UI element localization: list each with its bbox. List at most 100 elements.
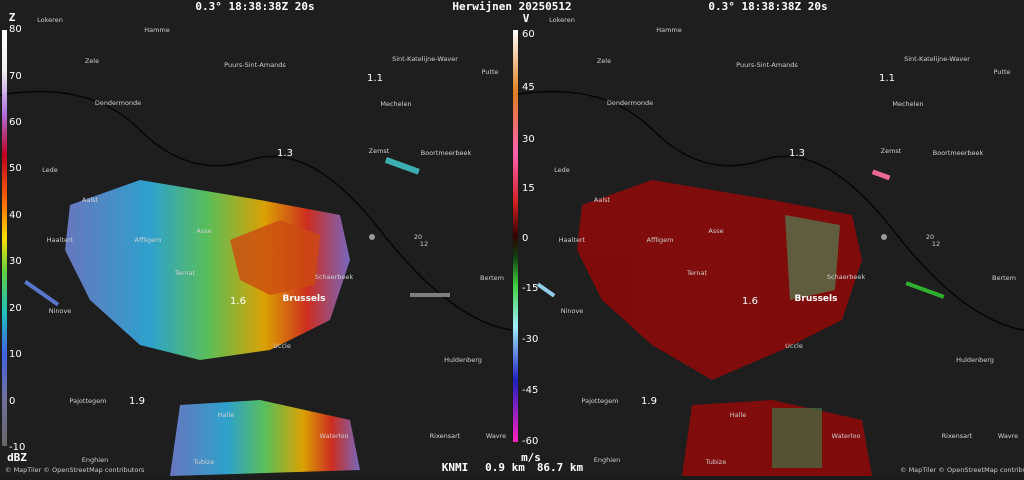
place-label: Affligem [647, 236, 674, 244]
height: 0.9 km [485, 461, 525, 474]
attribution: © MapTiler © OpenStreetMap contributors [5, 466, 145, 474]
header-left: 0.3° 18:38:38Z 20s [195, 0, 314, 13]
place-label: Asse [196, 227, 211, 235]
place-label: Enghien [82, 456, 108, 464]
v-tick-label: 15 [522, 183, 535, 194]
place-label: Dendermonde [607, 99, 653, 107]
place-label: Lede [42, 166, 58, 174]
z-tick-label: 0 [9, 396, 15, 407]
place-label: Zemst [369, 147, 390, 155]
v-tick-label: -15 [522, 283, 538, 294]
radar-site [881, 234, 887, 240]
place-label: Lokeren [37, 16, 63, 24]
contour-label: 1.6 [742, 296, 758, 307]
place-label: Enghien [594, 456, 620, 464]
contour-label: 1.9 [129, 396, 145, 407]
borders [0, 90, 1024, 331]
v-colorbar [513, 30, 518, 442]
place-label: Ninove [49, 307, 72, 315]
wind-speed: 20 [926, 233, 934, 241]
place-label: Schaerbeek [315, 273, 354, 281]
contour-label: 1.3 [277, 148, 293, 159]
place-label: Brussels [795, 294, 838, 304]
z-tick-label: 60 [9, 117, 22, 128]
place-label: Hamme [144, 26, 170, 34]
contour-label: 1.3 [789, 148, 805, 159]
place-label: Haaltert [47, 236, 74, 244]
place-label: Ternat [686, 269, 708, 277]
z-tick-label: -10 [9, 442, 25, 453]
header-center: Herwijnen 20250512 [452, 0, 571, 13]
contour-label: 1.9 [641, 396, 657, 407]
z-tick-label: 50 [9, 163, 22, 174]
place-label: Mechelen [892, 100, 923, 108]
velocity-echo [536, 169, 945, 476]
place-label: Asse [708, 227, 723, 235]
place-label: Waterloo [320, 432, 349, 440]
z-tick-label: 20 [9, 303, 22, 314]
place-label: Puurs-Sint-Amands [736, 61, 798, 69]
v-tick-label: 0 [522, 233, 528, 244]
v-tick-label: -60 [522, 436, 538, 447]
z-label: Z [9, 11, 16, 24]
place-label: Lokeren [549, 16, 575, 24]
place-label: Affligem [135, 236, 162, 244]
radar-site [369, 234, 375, 240]
place-label: Tubize [193, 458, 214, 466]
z-tick-label: 80 [9, 24, 22, 35]
v-tick-label: 60 [522, 29, 535, 40]
place-label: Zele [85, 57, 99, 65]
place-label: Zemst [881, 147, 902, 155]
place-label: Uccle [273, 342, 291, 350]
place-label: Rixensart [430, 432, 461, 440]
place-label: Aalst [594, 196, 611, 204]
source: KNMI [442, 461, 469, 474]
wind-direction: 12 [932, 240, 940, 248]
v-tick-label: 30 [522, 134, 535, 145]
z-tick-label: 10 [9, 349, 22, 360]
attribution: © MapTiler © OpenStreetMap contributors [900, 466, 1024, 474]
place-label: Boortmeerbeek [421, 149, 472, 157]
place-label: Sint-Katelijne-Waver [392, 55, 458, 63]
place-label: Putte [993, 68, 1010, 76]
z-colorbar [2, 30, 7, 446]
v-tick-label: -45 [522, 385, 538, 396]
place-label: Uccle [785, 342, 803, 350]
contour-label: 1.1 [879, 73, 895, 84]
z-tick-label: 70 [9, 71, 22, 82]
place-label: Waterloo [832, 432, 861, 440]
place-label: Putte [481, 68, 498, 76]
place-label: Huldenberg [444, 356, 482, 364]
contour-label: 1.1 [367, 73, 383, 84]
range: 86.7 km [537, 461, 584, 474]
place-label: Zele [597, 57, 611, 65]
v-tick-label: -30 [522, 334, 538, 345]
place-label: Sint-Katelijne-Waver [904, 55, 970, 63]
place-label: Halle [730, 411, 746, 419]
place-label: Aalst [82, 196, 99, 204]
place-label: Haaltert [559, 236, 586, 244]
z-tick-label: 30 [9, 256, 22, 267]
v-tick-label: 45 [522, 82, 535, 93]
place-label: Bertem [480, 274, 504, 282]
place-label: Bertem [992, 274, 1016, 282]
v-unit: m/s [521, 451, 541, 464]
contour-label: 1.6 [230, 296, 246, 307]
place-label: Boortmeerbeek [933, 149, 984, 157]
place-label: Pajottegem [70, 397, 107, 405]
place-label: Mechelen [380, 100, 411, 108]
place-label: Lede [554, 166, 570, 174]
place-label: Halle [218, 411, 234, 419]
header-right: 0.3° 18:38:38Z 20s [708, 0, 827, 13]
place-label: Tubize [705, 458, 726, 466]
wind-direction: 12 [420, 240, 428, 248]
place-label: Schaerbeek [827, 273, 866, 281]
place-label: Huldenberg [956, 356, 994, 364]
z-unit: dBZ [7, 451, 27, 464]
place-label: Ninove [561, 307, 584, 315]
place-label: Dendermonde [95, 99, 141, 107]
place-label: Brussels [283, 294, 326, 304]
v-label: V [523, 12, 530, 25]
reflectivity-echo [24, 157, 450, 476]
